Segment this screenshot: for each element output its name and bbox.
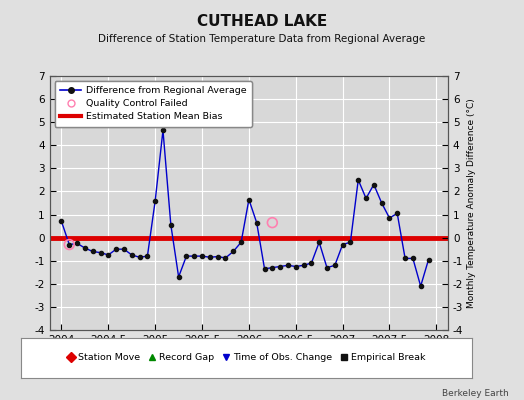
Text: Berkeley Earth: Berkeley Earth <box>442 389 508 398</box>
Legend: Station Move, Record Gap, Time of Obs. Change, Empirical Break: Station Move, Record Gap, Time of Obs. C… <box>64 351 429 365</box>
Point <box>268 220 277 226</box>
Point <box>65 241 73 248</box>
Text: Difference of Station Temperature Data from Regional Average: Difference of Station Temperature Data f… <box>99 34 425 44</box>
Y-axis label: Monthly Temperature Anomaly Difference (°C): Monthly Temperature Anomaly Difference (… <box>467 98 476 308</box>
Text: CUTHEAD LAKE: CUTHEAD LAKE <box>197 14 327 29</box>
Legend: Difference from Regional Average, Quality Control Failed, Estimated Station Mean: Difference from Regional Average, Qualit… <box>54 81 252 127</box>
